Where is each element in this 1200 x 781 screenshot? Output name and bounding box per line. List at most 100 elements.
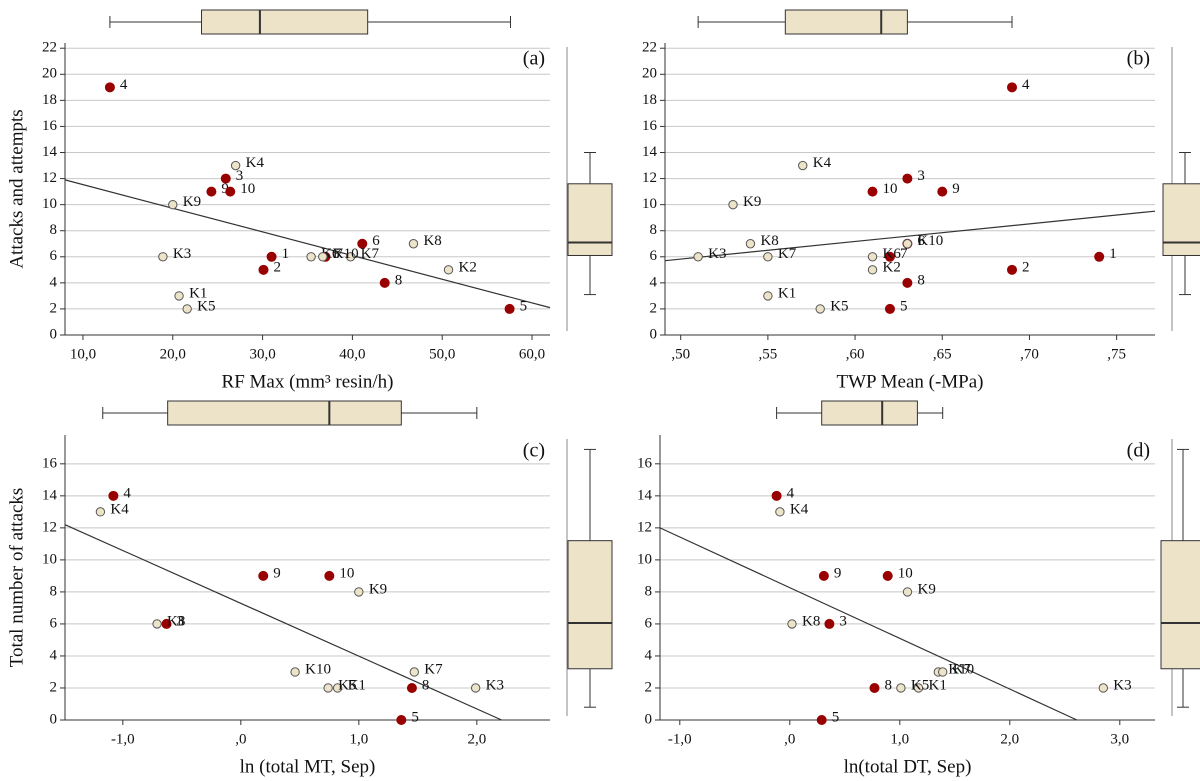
box — [167, 400, 402, 426]
y-tick-label: 22 — [42, 40, 57, 56]
point — [728, 199, 738, 210]
y-tick-label: 6 — [650, 248, 658, 264]
y-tick-label: 4 — [50, 274, 58, 290]
point-label: K9 — [743, 194, 761, 210]
point — [816, 715, 827, 725]
y-tick-label: 6 — [645, 615, 653, 631]
point-label: K10 — [333, 246, 359, 262]
y-tick-label: 20 — [42, 66, 57, 82]
x-tick-label: -1,0 — [668, 731, 692, 747]
y-tick-label: 4 — [650, 274, 658, 290]
panel-label: (a) — [523, 48, 545, 70]
point — [745, 239, 756, 249]
y-tick-label: 12 — [42, 170, 57, 186]
y-tick-label: 2 — [50, 300, 58, 316]
point — [882, 570, 893, 581]
point-label: K3 — [173, 246, 191, 262]
x-axis-label: ln(total DT, Sep) — [844, 756, 972, 777]
point-label: 3 — [236, 168, 244, 184]
point — [332, 683, 343, 693]
point-label: 5 — [832, 709, 840, 725]
point-label: 8 — [917, 272, 925, 288]
y-tick-label: 12 — [637, 519, 652, 535]
y-tick-label: 14 — [42, 144, 58, 160]
y-tick-label: 4 — [50, 647, 58, 663]
point-label: K3 — [486, 677, 504, 693]
point-label: 8 — [395, 272, 403, 288]
point — [867, 186, 878, 197]
point — [1094, 251, 1105, 262]
point — [815, 304, 825, 314]
point-label: 5 — [411, 709, 419, 725]
y-tick-label: 14 — [42, 487, 58, 503]
point — [324, 570, 335, 581]
box — [1160, 540, 1200, 670]
y-tick-label: 22 — [642, 40, 657, 56]
y-tick-label: 8 — [50, 583, 58, 599]
point-label: K4 — [790, 501, 809, 517]
x-tick-label: ,50 — [671, 346, 690, 362]
point — [406, 682, 417, 693]
point-label: K10 — [948, 661, 974, 677]
y-tick-label: 0 — [645, 711, 653, 727]
point-label: K10 — [305, 661, 331, 677]
x-tick-label: ,55 — [759, 346, 778, 362]
point-label: K5 — [830, 298, 848, 314]
point — [168, 199, 178, 210]
point — [771, 490, 782, 501]
x-tick-label: 20,0 — [160, 346, 186, 362]
box — [1162, 183, 1200, 256]
point — [867, 252, 878, 262]
point — [443, 265, 454, 275]
y-tick-label: 8 — [650, 222, 658, 238]
point-label: K8 — [760, 233, 778, 249]
point-label: 9 — [221, 181, 229, 197]
y-tick-label: 16 — [642, 118, 658, 134]
point-label: K5 — [338, 677, 356, 693]
point-label: K7 — [778, 246, 797, 262]
point-label: 10 — [240, 181, 255, 197]
y-tick-label: 12 — [42, 519, 57, 535]
point-label: K9 — [183, 194, 201, 210]
fit-line — [664, 210, 1156, 262]
fit-line — [64, 179, 551, 309]
point-label: 5 — [900, 298, 908, 314]
point-label: 2 — [1022, 259, 1030, 275]
x-tick-label: ,65 — [933, 346, 952, 362]
y-tick-label: 18 — [42, 92, 57, 108]
point-label: 7 — [335, 246, 343, 262]
point — [763, 291, 773, 301]
point-label: 3 — [917, 168, 925, 184]
fit-line — [64, 524, 502, 721]
y-tick-label: 10 — [642, 196, 657, 212]
point-label: 2 — [273, 259, 281, 275]
point — [884, 251, 895, 262]
y-tick-label: 14 — [642, 144, 658, 160]
x-axis-label: RF Max (mm³ resin/h) — [222, 371, 394, 392]
point-label: K5 — [911, 677, 929, 693]
point-label: K5 — [197, 298, 215, 314]
y-axis-label: Attacks and attempts — [6, 109, 27, 268]
y-tick-label: 20 — [642, 66, 657, 82]
point — [867, 265, 878, 275]
point — [913, 683, 924, 693]
point — [1098, 683, 1109, 693]
y-axis-label: Total number of attacks — [6, 488, 27, 668]
x-tick-label: 10,0 — [70, 346, 96, 362]
x-tick-label: ,0 — [784, 731, 795, 747]
point — [225, 186, 236, 197]
point — [824, 618, 835, 629]
point — [266, 251, 277, 262]
y-tick-label: 2 — [650, 300, 658, 316]
box — [567, 540, 613, 670]
point-label: 9 — [273, 565, 281, 581]
point — [937, 186, 948, 197]
point — [230, 160, 241, 171]
point-label: 4 — [1022, 77, 1030, 93]
point-label: K1 — [929, 677, 947, 693]
point — [902, 587, 913, 597]
y-tick-label: 6 — [50, 615, 58, 631]
y-tick-label: 0 — [50, 711, 58, 727]
point — [161, 618, 172, 629]
y-tick-label: 0 — [50, 326, 58, 342]
